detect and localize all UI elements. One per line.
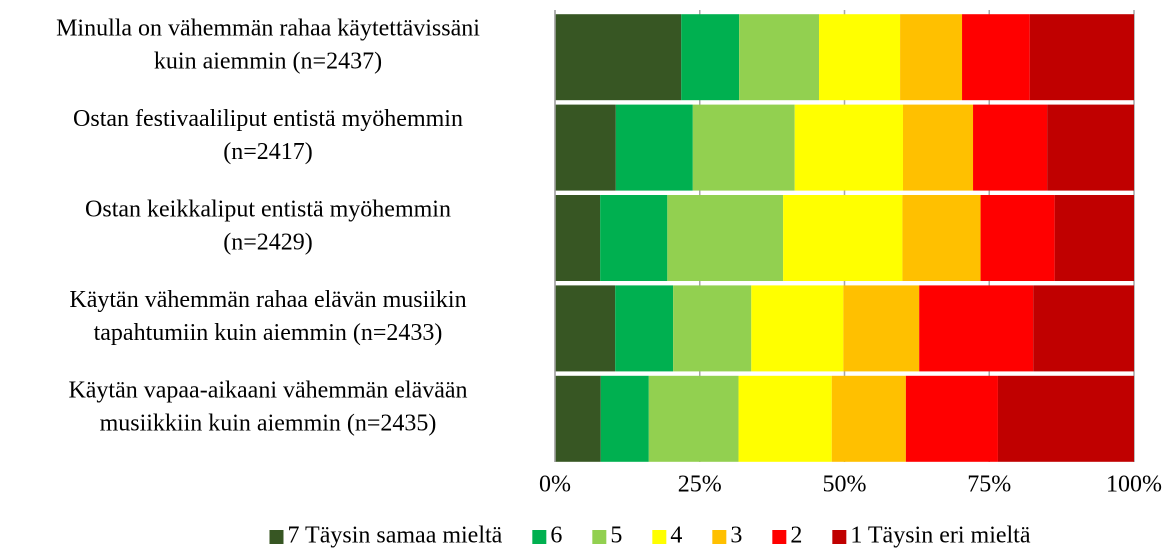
bar-segment <box>739 14 820 101</box>
legend-label: 1 Täysin eri mieltä <box>850 523 1031 549</box>
bar-segment <box>905 375 998 462</box>
bar-segment <box>783 195 903 281</box>
y-tick-label: (n=2417) <box>223 139 313 165</box>
legend-label: 3 <box>730 523 742 549</box>
bar-segment <box>692 104 795 191</box>
x-tick-label: 25% <box>678 472 722 498</box>
y-tick-label: musiikkiin kuin aiemmin (n=2435) <box>100 410 437 436</box>
y-tick-label: (n=2429) <box>223 230 313 256</box>
x-tick-label: 75% <box>967 472 1011 498</box>
bar-segment <box>615 104 693 191</box>
y-tick-label: Ostan keikkaliput entistä myöhemmin <box>85 197 451 223</box>
bar-segment <box>843 285 920 372</box>
bar-segment <box>1054 195 1134 281</box>
legend-swatch <box>592 530 607 544</box>
bar-segment <box>900 14 963 101</box>
x-tick-label: 50% <box>823 472 867 498</box>
legend-swatch <box>652 530 667 544</box>
legend-label: 2 <box>790 523 802 549</box>
bar-segment <box>997 375 1134 462</box>
bar-segment <box>648 375 739 462</box>
y-tick-label: Ostan festivaaliliput entistä myöhemmin <box>73 106 463 132</box>
y-tick-label: tapahtumiin kuin aiemmin (n=2433) <box>94 320 443 346</box>
bar-segment <box>1047 104 1134 191</box>
bar-segment <box>973 104 1048 191</box>
bar-segment <box>555 285 616 372</box>
bar-segment <box>919 285 1034 372</box>
legend-label: 6 <box>550 523 562 549</box>
x-tick-label: 100% <box>1106 472 1162 498</box>
bar-segment <box>831 375 906 462</box>
legend-swatch <box>532 530 547 544</box>
bar-segment <box>600 375 649 462</box>
legend-label: 5 <box>610 523 622 549</box>
bar-segment <box>555 375 601 462</box>
bar-segment <box>751 285 844 372</box>
bar-segment <box>902 104 974 191</box>
bar-segment <box>980 195 1055 281</box>
bar-segment <box>794 104 903 191</box>
bar-segment <box>1029 14 1134 101</box>
legend-label: 7 Täysin samaa mieltä <box>287 523 502 549</box>
x-tick-label: 0% <box>539 472 571 498</box>
legend: 7 Täysin samaa mieltä 6 5 4 3 2 1 Täysin eri m… <box>269 523 1031 549</box>
legend-swatch <box>832 530 847 544</box>
bar-segment <box>962 14 1030 101</box>
legend-label: 4 <box>670 523 682 549</box>
bar-segment <box>681 14 740 101</box>
legend-swatch <box>269 530 284 544</box>
legend-swatch <box>712 530 727 544</box>
bar-segment <box>600 195 668 281</box>
bar-segment <box>738 375 832 462</box>
bar-segment <box>615 285 674 372</box>
bar-segment <box>555 104 616 191</box>
bar-segment <box>819 14 901 101</box>
y-tick-label: Käytän vähemmän rahaa elävän musiikin <box>69 287 466 313</box>
y-tick-label: Minulla on vähemmän rahaa käytettävissän… <box>56 16 480 42</box>
bar-segment <box>555 14 682 101</box>
y-tick-label: kuin aiemmin (n=2437) <box>154 49 382 75</box>
bar-segment <box>673 285 752 372</box>
bar-segment <box>902 195 981 281</box>
bar-segment <box>1033 285 1134 372</box>
legend-swatch <box>772 530 787 544</box>
y-tick-label: Käytän vapaa-aikaani vähemmän elävään <box>68 377 467 403</box>
bar-segment <box>667 195 784 281</box>
bar-segment <box>555 195 601 281</box>
